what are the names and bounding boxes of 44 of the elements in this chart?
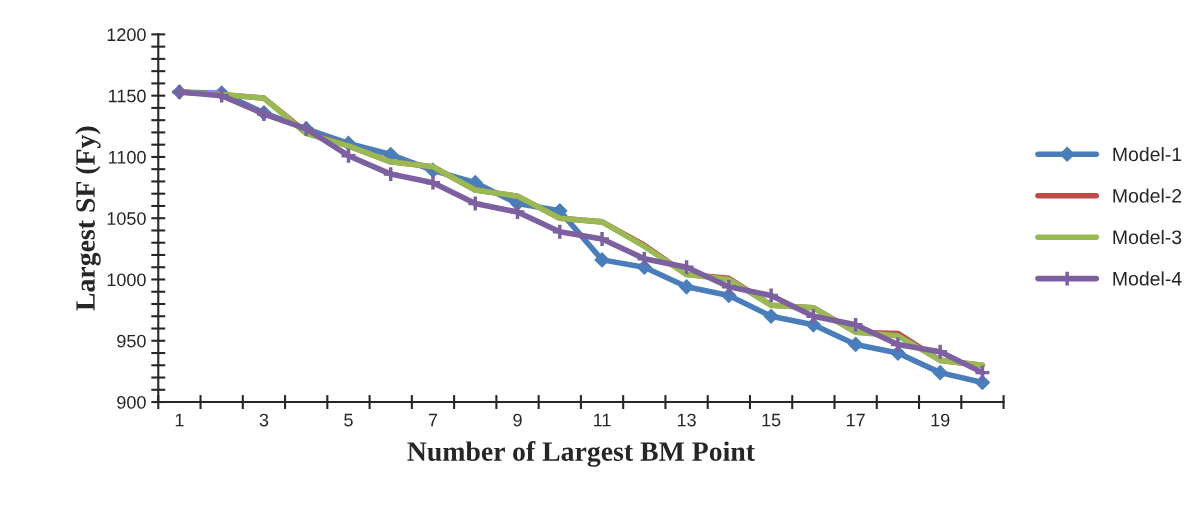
- legend-label: Model-4: [1113, 271, 1182, 286]
- legend-label: Model-3: [1113, 229, 1182, 245]
- y-tick-label: 1000: [107, 273, 146, 287]
- y-tick-label: 1050: [107, 212, 146, 225]
- y-tick-label: 950: [117, 334, 146, 348]
- y-tick-label: 1100: [109, 150, 146, 164]
- x-tick-label: 3: [259, 413, 269, 427]
- point: [804, 307, 823, 325]
- y-axis-title: Largest SF (Fy): [75, 126, 101, 311]
- x-tick-label: 9: [513, 413, 522, 427]
- point: [848, 336, 864, 353]
- x-tick-label: 19: [931, 413, 950, 427]
- x-tick-label: 1: [175, 413, 184, 427]
- x-axis-title: Number of Largest BM Point: [407, 441, 755, 467]
- point: [466, 194, 484, 213]
- y-tick-label: 1150: [109, 89, 146, 103]
- x-tick-label: 13: [677, 413, 696, 427]
- point: [508, 203, 527, 221]
- y-tick-label: 1200: [107, 28, 146, 42]
- point: [424, 173, 442, 192]
- point: [931, 343, 949, 361]
- point: [889, 335, 907, 354]
- point: [762, 286, 780, 305]
- x-tick-label: 7: [428, 413, 438, 427]
- x-tick-label: 15: [762, 413, 781, 427]
- point: [339, 147, 358, 165]
- point: [594, 252, 610, 268]
- point: [593, 230, 611, 248]
- point: [932, 365, 948, 381]
- point: [551, 223, 569, 241]
- legend-label: Model-2: [1113, 188, 1182, 203]
- point: [720, 278, 738, 296]
- x-tick-label: 11: [594, 413, 611, 427]
- y-tick-label: 900: [117, 395, 146, 409]
- point: [382, 165, 400, 183]
- point: [635, 249, 653, 268]
- legend-label: Model-1: [1113, 146, 1182, 162]
- x-tick-label: 5: [344, 413, 353, 427]
- point: [973, 363, 992, 382]
- point: [846, 316, 865, 334]
- point: [677, 258, 696, 276]
- point: [679, 279, 695, 295]
- point: [763, 308, 779, 324]
- x-tick-label: 17: [846, 413, 865, 427]
